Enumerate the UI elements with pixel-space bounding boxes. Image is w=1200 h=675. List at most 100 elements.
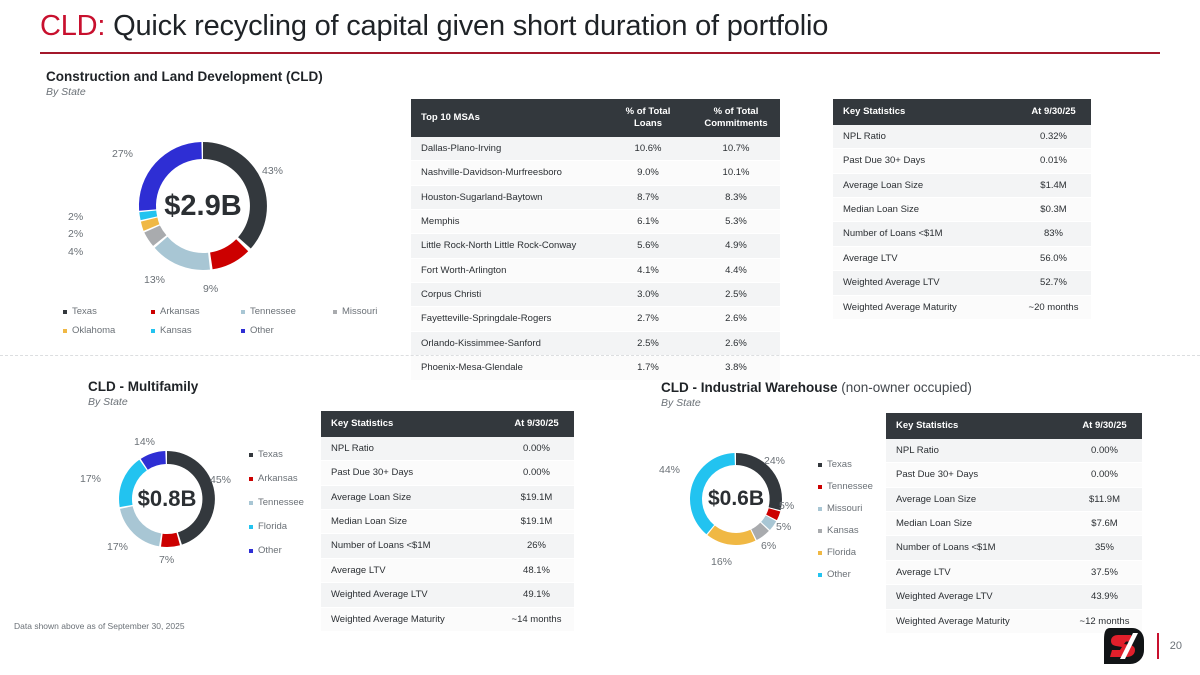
- cld-donut-chart: $2.9B: [127, 130, 279, 282]
- table-row: Median Loan Size $7.6M: [886, 511, 1142, 537]
- cell-stat-value: ~20 months: [1016, 295, 1091, 321]
- page-title: CLD: Quick recycling of capital given sh…: [40, 10, 1160, 43]
- legend-item-kansas: Kansas: [818, 525, 873, 536]
- cell-msa: Orlando-Kissimmee-Sanford: [411, 331, 604, 357]
- legend-label: Florida: [258, 521, 288, 532]
- legend-label: Texas: [258, 449, 283, 460]
- table-row: Average LTV 48.1%: [321, 558, 574, 584]
- table-row: Average Loan Size $19.1M: [321, 485, 574, 511]
- msa-col-header-commitments: % of Total Commitments: [692, 99, 780, 137]
- cell-stat-value: $11.9M: [1067, 487, 1142, 513]
- cell-stat-name: Weighted Average LTV: [833, 270, 1016, 296]
- iw-label-kansas: 6%: [761, 540, 777, 552]
- legend-item-texas: Texas: [249, 449, 304, 460]
- cell-stat-name: Weighted Average Maturity: [321, 607, 499, 633]
- legend-label: Other: [250, 325, 274, 336]
- cell-commitments: 4.4%: [692, 258, 780, 284]
- cell-loans: 2.5%: [604, 331, 692, 357]
- table-header-row: Key Statistics At 9/30/25: [833, 99, 1091, 125]
- swatch-icon: [818, 462, 822, 467]
- mf-slice-other: [140, 451, 166, 470]
- legend-item-texas: Texas: [63, 306, 151, 317]
- top-msas-table: Top 10 MSAs % of Total Loans % of Total …: [411, 99, 780, 381]
- cell-loans: 6.1%: [604, 209, 692, 235]
- swatch-icon: [333, 309, 337, 314]
- cell-msa: Phoenix-Mesa-Glendale: [411, 355, 604, 381]
- cell-commitments: 10.7%: [692, 136, 780, 162]
- legend-item-tennessee: Tennessee: [241, 306, 333, 317]
- cell-stat-value: 0.32%: [1016, 124, 1091, 150]
- iw-slice-missouri: [761, 515, 777, 530]
- cld-slice-oklahoma: [140, 217, 160, 231]
- table-row: Phoenix-Mesa-Glendale 1.7% 3.8%: [411, 355, 780, 381]
- cell-stat-name: Number of Loans <$1M: [833, 221, 1016, 247]
- multifamily-section-heading: CLD - Multifamily By State: [88, 379, 198, 408]
- cld-donut-svg: [138, 142, 267, 270]
- table-header-row: Key Statistics At 9/30/25: [886, 413, 1142, 439]
- table-row: Weighted Average Maturity ~14 months: [321, 607, 574, 633]
- ks-col-header-name: Key Statistics: [321, 411, 499, 437]
- cell-stat-value: $0.3M: [1016, 197, 1091, 223]
- table-row: Past Due 30+ Days 0.00%: [321, 460, 574, 486]
- multifamily-legend: Texas Arkansas Tennessee Florida Other: [249, 449, 304, 556]
- table-row: Fayetteville-Springdale-Rogers 2.7% 2.6%: [411, 306, 780, 332]
- cld-legend: Texas Arkansas Tennessee Missouri Oklaho…: [63, 306, 423, 336]
- mf-label-arkansas: 7%: [159, 554, 175, 566]
- cell-stat-name: Average Loan Size: [321, 485, 499, 511]
- cell-stat-name: Median Loan Size: [833, 197, 1016, 223]
- cell-stat-name: Average Loan Size: [833, 173, 1016, 199]
- legend-label: Florida: [827, 547, 857, 558]
- logo-divider: [1156, 633, 1159, 659]
- cell-stat-name: NPL Ratio: [321, 436, 499, 462]
- table-row: Weighted Average LTV 52.7%: [833, 270, 1091, 296]
- cell-loans: 8.7%: [604, 185, 692, 210]
- table-row: Houston-Sugarland-Baytown 8.7% 8.3%: [411, 185, 780, 210]
- iw-label-other: 44%: [659, 464, 681, 476]
- cell-stat-name: Average LTV: [321, 558, 499, 584]
- table-row: Weighted Average LTV 43.9%: [886, 584, 1142, 610]
- swatch-icon: [818, 484, 822, 489]
- legend-item-tennessee: Tennessee: [249, 497, 304, 508]
- key-statistics-table-industrial: Key Statistics At 9/30/25 NPL Ratio 0.00%…: [886, 413, 1142, 635]
- multifamily-donut-chart: $0.8B: [110, 442, 224, 556]
- cell-stat-name: Average LTV: [886, 560, 1067, 586]
- legend-item-missouri: Missouri: [818, 503, 873, 514]
- cld-slice-tennessee: [154, 236, 210, 270]
- cell-stat-name: Number of Loans <$1M: [321, 533, 499, 559]
- cell-commitments: 2.6%: [692, 331, 780, 357]
- cld-label-missouri: 4%: [68, 246, 84, 258]
- mf-slice-arkansas: [161, 532, 180, 547]
- cell-loans: 10.6%: [604, 136, 692, 162]
- table-row: Orlando-Kissimmee-Sanford 2.5% 2.6%: [411, 331, 780, 357]
- cell-stat-name: Past Due 30+ Days: [833, 148, 1016, 174]
- cell-stat-name: Average LTV: [833, 246, 1016, 272]
- footnote: Data shown above as of September 30, 202…: [14, 621, 185, 631]
- legend-label: Missouri: [827, 503, 863, 514]
- page-title-rest: Quick recycling of capital given short d…: [113, 10, 829, 42]
- cell-stat-value: 56.0%: [1016, 246, 1091, 272]
- swatch-icon: [249, 452, 253, 457]
- table-row: NPL Ratio 0.00%: [886, 438, 1142, 464]
- legend-label: Tennessee: [250, 306, 296, 317]
- key-statistics-table-cld: Key Statistics At 9/30/25 NPL Ratio 0.32%…: [833, 99, 1091, 321]
- company-logo-icon: [1103, 628, 1144, 664]
- table-row: Little Rock-North Little Rock-Conway 5.6%…: [411, 233, 780, 259]
- cld-label-arkansas: 9%: [203, 283, 219, 295]
- industrial-section-title: CLD - Industrial Warehouse (non-owner oc…: [661, 380, 972, 395]
- cell-stat-value: 37.5%: [1067, 560, 1142, 586]
- table-row: Nashville-Davidson-Murfreesboro 9.0% 10.1%: [411, 160, 780, 186]
- cell-stat-value: 43.9%: [1067, 584, 1142, 610]
- cell-commitments: 8.3%: [692, 185, 780, 210]
- cell-stat-value: 35%: [1067, 535, 1142, 561]
- cell-stat-value: 0.00%: [499, 460, 574, 486]
- cell-loans: 3.0%: [604, 282, 692, 308]
- swatch-icon: [241, 309, 245, 314]
- swatch-icon: [818, 528, 822, 533]
- mf-label-texas: 45%: [210, 474, 232, 486]
- multifamily-donut-svg: [119, 451, 215, 547]
- mf-label-tennessee: 17%: [107, 541, 129, 553]
- ks-col-header-date: At 9/30/25: [499, 411, 574, 437]
- cell-msa: Little Rock-North Little Rock-Conway: [411, 233, 604, 259]
- cell-stat-name: Number of Loans <$1M: [886, 535, 1067, 561]
- cell-commitments: 4.9%: [692, 233, 780, 259]
